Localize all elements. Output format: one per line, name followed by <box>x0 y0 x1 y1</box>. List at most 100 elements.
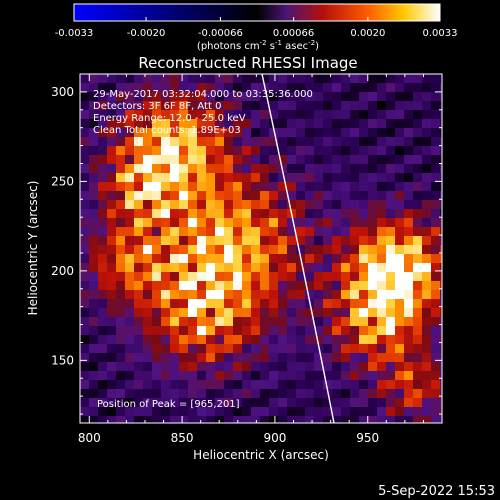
heatmap-cell <box>359 254 369 264</box>
heatmap-cell <box>197 317 207 327</box>
heatmap-cell <box>170 164 180 174</box>
heatmap-cell <box>449 407 459 417</box>
heatmap-cell <box>116 83 126 93</box>
heatmap-cell <box>278 92 288 102</box>
heatmap-cell <box>98 272 108 282</box>
heatmap-cell <box>305 83 315 93</box>
heatmap-cell <box>188 155 198 165</box>
heatmap-cell <box>188 344 198 354</box>
heatmap-cell <box>395 281 405 291</box>
heatmap-cell <box>269 353 279 363</box>
heatmap-cell <box>179 353 189 363</box>
heatmap-cell <box>395 182 405 192</box>
heatmap-cell <box>323 200 333 210</box>
heatmap-cell <box>422 92 432 102</box>
heatmap-cell <box>413 128 423 138</box>
heatmap-cell <box>377 272 387 282</box>
heatmap-cell <box>89 173 99 183</box>
heatmap-cell <box>296 371 306 381</box>
heatmap-cell <box>269 83 279 93</box>
heatmap-cell <box>440 407 442 417</box>
heatmap-cell <box>242 371 252 381</box>
heatmap-cell <box>323 344 333 354</box>
heatmap-cell <box>278 335 288 345</box>
heatmap-cell <box>269 317 279 327</box>
heatmap-cell <box>377 92 387 102</box>
heatmap-cell <box>125 398 135 408</box>
heatmap-cell <box>188 92 198 102</box>
heatmap-cell <box>98 227 108 237</box>
heatmap-cell <box>269 155 279 165</box>
heatmap-cell <box>206 353 216 363</box>
heatmap-cell <box>332 182 342 192</box>
heatmap-cell <box>116 308 126 318</box>
heatmap-cell <box>314 101 324 111</box>
heatmap-cell <box>170 83 180 93</box>
heatmap-cell <box>188 254 198 264</box>
heatmap-cell <box>359 272 369 282</box>
heatmap-cell <box>242 110 252 120</box>
heatmap-cell <box>431 317 441 327</box>
heatmap-cell <box>197 74 207 84</box>
heatmap-cell <box>404 155 414 165</box>
heatmap-cell <box>242 389 252 399</box>
heatmap-cell <box>170 155 180 165</box>
heatmap-cell <box>143 101 153 111</box>
heatmap-cell <box>89 254 99 264</box>
heatmap-cell <box>413 344 423 354</box>
heatmap-cell <box>440 74 442 84</box>
heatmap-cell <box>296 101 306 111</box>
heatmap-cell <box>161 335 171 345</box>
heatmap-cell <box>242 236 252 246</box>
heatmap-cell <box>98 128 108 138</box>
heatmap-cell <box>89 416 99 423</box>
heatmap-cell <box>305 164 315 174</box>
heatmap-cell <box>422 272 432 282</box>
heatmap-cell <box>296 164 306 174</box>
y-axis-label: Heliocentric Y (arcsec) <box>26 181 40 316</box>
heatmap-cell <box>377 101 387 111</box>
heatmap-cell <box>161 83 171 93</box>
heatmap-cell <box>395 200 405 210</box>
heatmap-cell <box>152 182 162 192</box>
heatmap-cell <box>197 263 207 273</box>
heatmap-cell <box>332 119 342 129</box>
heatmap-cell <box>224 191 234 201</box>
heatmap-cell <box>449 92 459 102</box>
heatmap-cell <box>125 299 135 309</box>
heatmap-cell <box>422 398 432 408</box>
heatmap-cell <box>188 245 198 255</box>
heatmap-cell <box>368 326 378 336</box>
heatmap-cell <box>323 272 333 282</box>
heatmap-cell <box>305 236 315 246</box>
heatmap-cell <box>107 137 117 147</box>
heatmap-cell <box>215 353 225 363</box>
heatmap-cell <box>269 389 279 399</box>
info-line-energy: Energy Range: 12.0 - 25.0 keV <box>93 113 246 124</box>
heatmap-cell <box>134 137 144 147</box>
heatmap-cell <box>197 173 207 183</box>
heatmap-cell <box>107 110 117 120</box>
heatmap-cell <box>449 173 459 183</box>
heatmap-cell <box>386 299 396 309</box>
heatmap-cell <box>107 182 117 192</box>
heatmap-cell <box>413 317 423 327</box>
heatmap-cell <box>440 362 442 372</box>
heatmap-cell <box>431 209 441 219</box>
heatmap-cell <box>368 407 378 417</box>
heatmap-cell <box>134 425 144 435</box>
heatmap-cell <box>404 272 414 282</box>
heatmap-cell <box>233 182 243 192</box>
heatmap-cell <box>98 245 108 255</box>
heatmap-cell <box>125 74 135 84</box>
heatmap-cell <box>197 92 207 102</box>
heatmap-cell <box>89 110 99 120</box>
heatmap-cell <box>449 362 459 372</box>
heatmap-cell <box>278 308 288 318</box>
heatmap-cell <box>206 137 216 147</box>
heatmap-cell <box>440 290 442 300</box>
heatmap-cell <box>278 128 288 138</box>
heatmap-cell <box>377 218 387 228</box>
heatmap-cell <box>242 74 252 84</box>
heatmap-cell <box>134 83 144 93</box>
